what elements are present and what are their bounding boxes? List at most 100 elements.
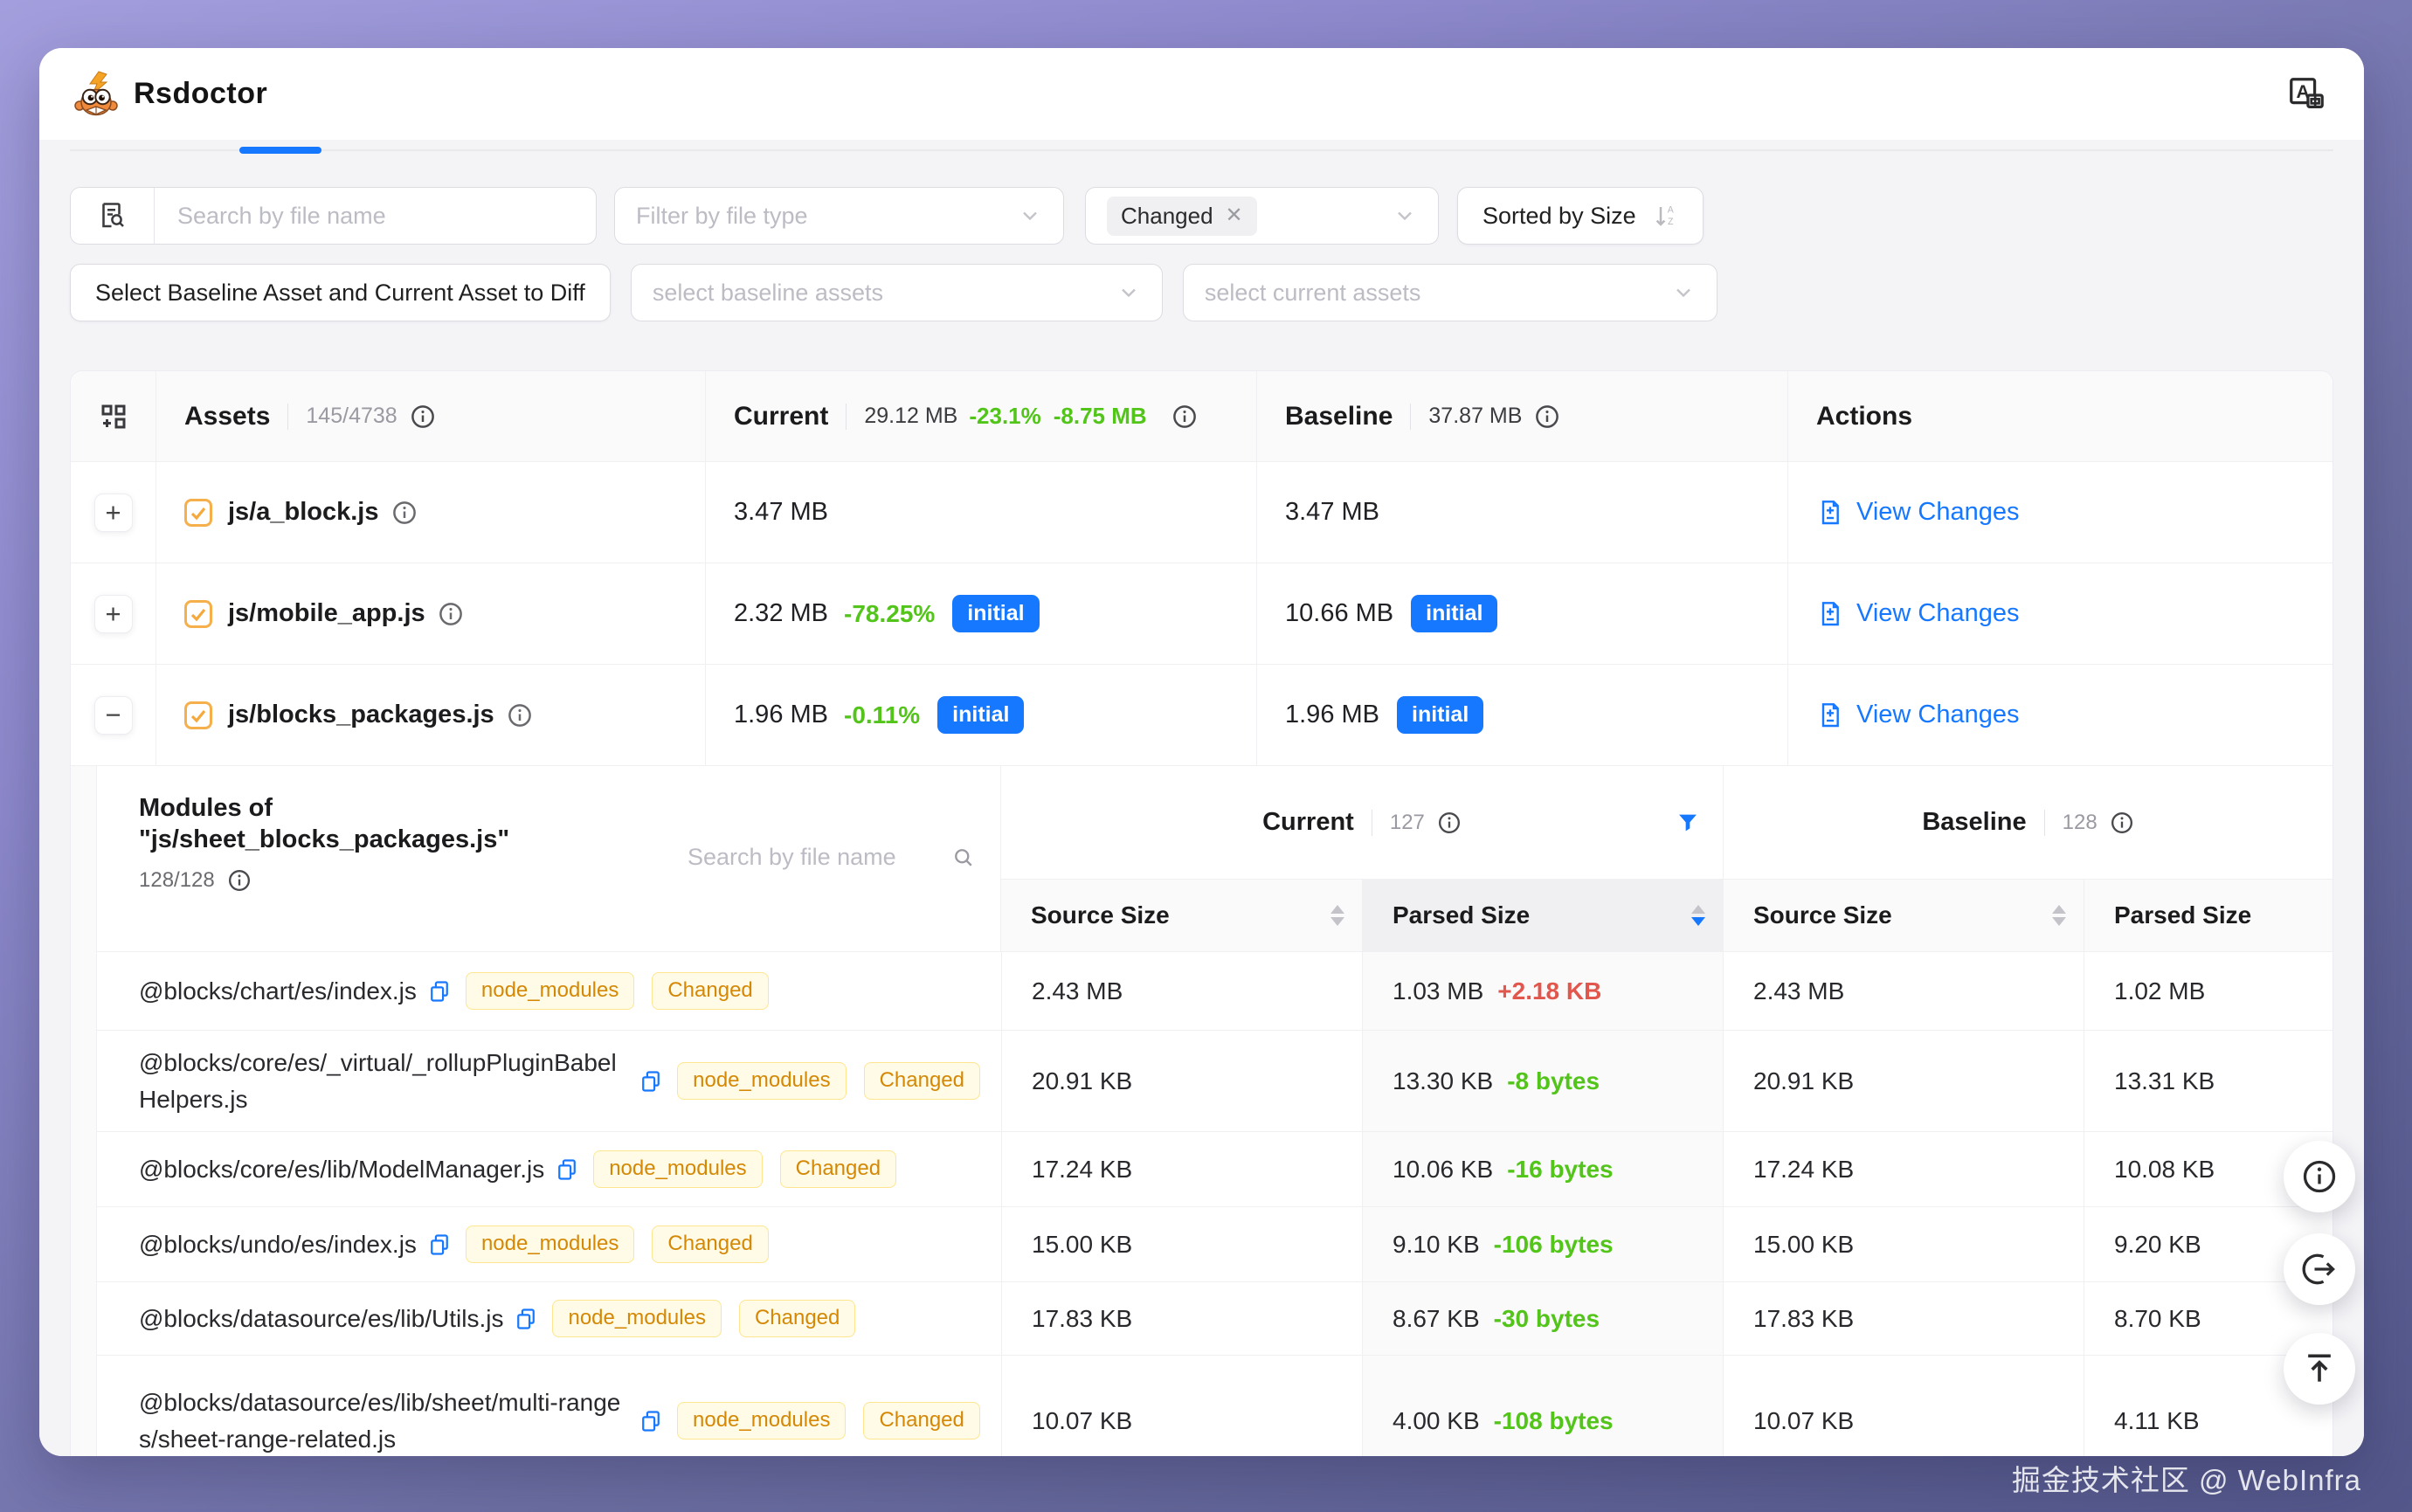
divider xyxy=(287,403,289,430)
select-diff-assets-button[interactable]: Select Baseline Asset and Current Asset … xyxy=(70,264,611,321)
module-row: @blocks/datasource/es/lib/Utils.js node_… xyxy=(97,1282,2333,1356)
svg-text:A: A xyxy=(1667,204,1674,215)
copy-icon[interactable] xyxy=(639,1069,663,1094)
collapse-row-button[interactable]: − xyxy=(93,695,133,735)
asset-checkbox[interactable] xyxy=(184,701,212,729)
copy-icon[interactable] xyxy=(639,1409,663,1433)
baseline-source-size-header[interactable]: Source Size xyxy=(1723,880,2084,951)
view-changes-link[interactable]: View Changes xyxy=(1816,701,2019,729)
current-group-count: 127 xyxy=(1389,810,1425,834)
sort-by-size-button[interactable]: Sorted by Size A Z xyxy=(1457,187,1704,245)
info-icon[interactable] xyxy=(1534,404,1560,430)
modules-count: 128/128 xyxy=(139,867,215,892)
info-icon[interactable] xyxy=(438,601,464,627)
tab-bar xyxy=(70,140,2333,154)
back-to-top-fab-button[interactable] xyxy=(2284,1333,2355,1405)
active-tab-indicator[interactable] xyxy=(239,147,321,154)
tag-node-modules: node_modules xyxy=(677,1402,847,1440)
assets-count: 145/4738 xyxy=(306,404,397,428)
open-external-fab-button[interactable] xyxy=(2284,1233,2355,1305)
current-source-size-header[interactable]: Source Size xyxy=(1001,880,1362,951)
tag-changed: Changed xyxy=(779,1150,897,1188)
copy-icon[interactable] xyxy=(427,1232,452,1257)
cur-parsed-size: 8.67 KB xyxy=(1393,1304,1480,1332)
initial-badge: initial xyxy=(937,696,1025,734)
tag-node-modules: node_modules xyxy=(677,1062,847,1100)
info-icon[interactable] xyxy=(2110,811,2134,835)
module-row: @blocks/datasource/es/lib/sheet/multi-ra… xyxy=(97,1356,2333,1456)
modules-column-headers: Source Size Parsed Size Source Size xyxy=(1001,880,2333,951)
module-tags: node_modules Changed xyxy=(552,1300,856,1337)
search-icon xyxy=(951,846,976,870)
app-card: Rsdoctor A xyxy=(39,48,2364,1456)
modules-search xyxy=(686,843,976,872)
baseline-group-label: Baseline xyxy=(1922,808,2027,836)
info-icon[interactable] xyxy=(507,702,533,728)
info-icon[interactable] xyxy=(410,404,436,430)
copy-icon[interactable] xyxy=(514,1307,538,1331)
baseline-parsed-size-header[interactable]: Parsed Size xyxy=(2084,880,2333,951)
copy-icon[interactable] xyxy=(427,979,452,1004)
parsed-size-diff: -106 bytes xyxy=(1493,1230,1614,1258)
assets-table: Assets 145/4738 Current 29.12 MB -23.1% xyxy=(70,370,2333,1456)
info-icon[interactable] xyxy=(1437,811,1462,835)
current-size: 3.47 MB xyxy=(734,498,828,526)
tag-node-modules: node_modules xyxy=(465,972,635,1010)
file-type-placeholder: Filter by file type xyxy=(636,202,808,229)
chevron-down-icon xyxy=(1018,204,1042,228)
app-title: Rsdoctor xyxy=(134,77,268,110)
module-tags: node_modules Changed xyxy=(465,972,769,1010)
filter-funnel-icon[interactable] xyxy=(1676,811,1700,835)
expand-row-button[interactable]: + xyxy=(93,594,133,633)
modules-search-input[interactable] xyxy=(686,843,939,872)
language-switch-button[interactable]: A xyxy=(2282,70,2331,119)
info-icon[interactable] xyxy=(391,500,418,526)
current-total-size: 29.12 MB xyxy=(864,404,958,428)
expand-all-cell[interactable] xyxy=(71,371,156,462)
file-search-addon[interactable] xyxy=(71,188,155,244)
current-select-placeholder: select current assets xyxy=(1204,279,1421,306)
base-source-size: 10.07 KB xyxy=(1753,1406,1855,1434)
current-parsed-size-header[interactable]: Parsed Size xyxy=(1362,880,1723,951)
info-icon[interactable] xyxy=(227,868,252,893)
baseline-assets-select[interactable]: select baseline assets xyxy=(630,264,1163,321)
info-fab-button[interactable] xyxy=(2284,1141,2355,1212)
tag-node-modules: node_modules xyxy=(552,1300,722,1337)
expand-row-button[interactable]: + xyxy=(93,493,133,532)
asset-checkbox[interactable] xyxy=(184,599,212,628)
cur-parsed-size: 10.06 KB xyxy=(1393,1155,1494,1183)
module-tags: node_modules Changed xyxy=(593,1150,897,1188)
assets-header-label: Assets xyxy=(184,401,271,431)
baseline-size: 1.96 MB xyxy=(1285,701,1379,728)
base-source-size: 17.83 KB xyxy=(1753,1304,1855,1332)
asset-checkbox[interactable] xyxy=(184,498,212,527)
view-changes-link[interactable]: View Changes xyxy=(1816,498,2019,527)
search-input[interactable] xyxy=(155,188,596,244)
cur-source-size: 10.07 KB xyxy=(1032,1406,1133,1434)
copy-icon[interactable] xyxy=(555,1157,579,1182)
svg-text:Z: Z xyxy=(1668,217,1674,227)
app-header: Rsdoctor A xyxy=(39,48,2364,140)
module-row: @blocks/core/es/lib/ModelManager.js node… xyxy=(97,1132,2333,1207)
tag-changed: Changed xyxy=(652,972,769,1010)
sorter-icon xyxy=(1330,905,1344,926)
modules-table: Modules of "js/sheet_blocks_packages.js"… xyxy=(97,766,2333,1456)
view-changes-label: View Changes xyxy=(1856,599,2020,627)
asset-row: + js/a_block.js 3.47 MB 3.47 MB xyxy=(71,462,2333,563)
rsdoctor-logo xyxy=(73,70,120,118)
divider xyxy=(846,403,847,430)
module-tags: node_modules Changed xyxy=(677,1062,980,1100)
tag-node-modules: node_modules xyxy=(465,1225,635,1263)
file-name-search xyxy=(70,187,597,245)
change-state-select[interactable]: Changed ✕ xyxy=(1085,187,1439,245)
current-assets-select[interactable]: select current assets xyxy=(1182,264,1717,321)
file-type-select[interactable]: Filter by file type xyxy=(614,187,1064,245)
remove-tag-icon[interactable]: ✕ xyxy=(1225,204,1243,227)
baseline-header-cell: Baseline 37.87 MB xyxy=(1257,371,1788,462)
info-icon[interactable] xyxy=(1171,404,1198,430)
baseline-header-label: Baseline xyxy=(1285,401,1393,431)
modules-title-cell: Modules of "js/sheet_blocks_packages.js"… xyxy=(97,766,1001,951)
view-changes-link[interactable]: View Changes xyxy=(1816,599,2019,628)
asset-name: js/mobile_app.js xyxy=(228,599,425,627)
